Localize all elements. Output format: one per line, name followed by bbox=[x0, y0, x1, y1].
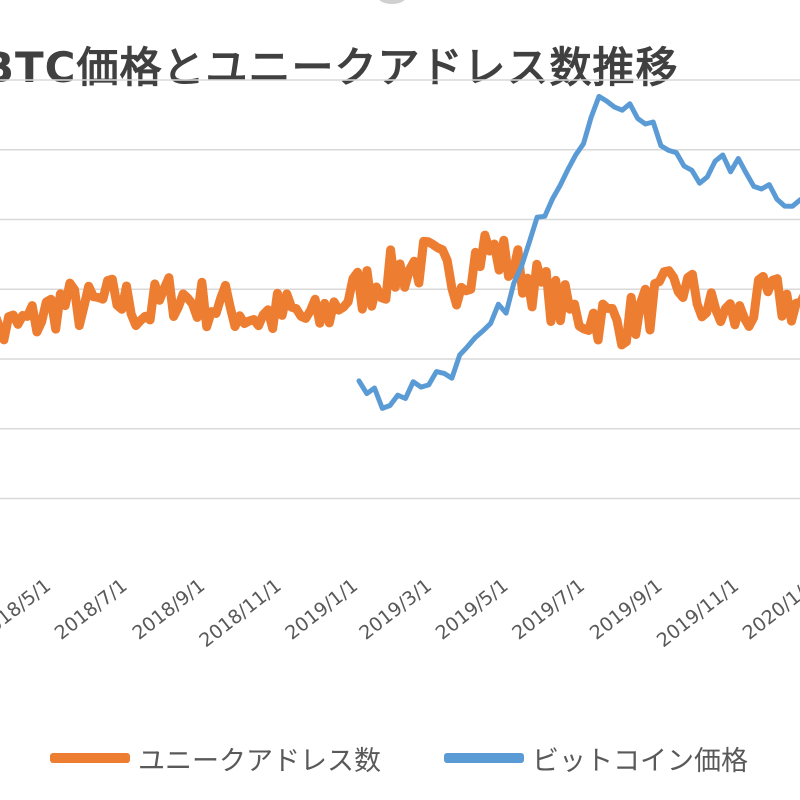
x-tick-label: 2018/5/1 bbox=[0, 575, 55, 645]
x-tick-label: 2019/7/1 bbox=[508, 575, 589, 645]
x-tick-label: 2019/11/1 bbox=[653, 575, 743, 652]
x-tick-label: 2019/5/1 bbox=[432, 575, 513, 645]
data-point bbox=[370, 283, 374, 287]
data-point bbox=[481, 338, 485, 342]
data-point bbox=[766, 297, 770, 301]
data-point bbox=[653, 301, 657, 305]
data-point bbox=[172, 292, 176, 296]
data-point bbox=[115, 297, 119, 301]
data-point bbox=[257, 315, 261, 319]
data-point bbox=[568, 311, 572, 315]
gridlines bbox=[0, 79, 800, 500]
data-point bbox=[388, 399, 392, 403]
legend: ユニークアドレス数 ビットコイン価格 bbox=[0, 736, 800, 780]
data-point bbox=[794, 301, 798, 305]
chart-title: BTC価格とユニークアドレス数推移 bbox=[0, 43, 679, 92]
x-tick-label: 2020/1/1 bbox=[739, 575, 800, 645]
legend-item-unique-addresses: ユニークアドレス数 bbox=[50, 736, 381, 780]
data-point bbox=[596, 315, 600, 319]
data-point bbox=[511, 264, 515, 268]
data-point bbox=[791, 199, 795, 203]
data-point bbox=[543, 204, 547, 208]
data-point bbox=[419, 380, 423, 384]
data-point bbox=[426, 259, 430, 263]
data-point bbox=[398, 269, 402, 273]
data-point bbox=[681, 283, 685, 287]
data-point bbox=[729, 162, 733, 166]
series-layer bbox=[0, 92, 800, 411]
series-group bbox=[356, 92, 800, 411]
data-point bbox=[357, 385, 361, 389]
data-point bbox=[313, 320, 317, 324]
data-point bbox=[341, 297, 345, 301]
legend-swatch-bitcoin-price bbox=[444, 753, 524, 763]
data-point bbox=[738, 315, 742, 319]
data-point bbox=[450, 366, 454, 370]
data-point bbox=[228, 306, 232, 310]
data-point bbox=[2, 329, 6, 333]
x-axis-ticks: 2018/5/12018/7/12018/9/12018/11/12019/1/… bbox=[0, 575, 800, 652]
x-tick-label: 2019/1/1 bbox=[281, 575, 362, 645]
data-point bbox=[30, 320, 34, 324]
data-point bbox=[285, 311, 289, 315]
data-point bbox=[483, 245, 487, 249]
data-point bbox=[200, 301, 204, 305]
data-point bbox=[624, 320, 628, 324]
top-decoration-mark bbox=[378, 0, 406, 4]
legend-label-bitcoin-price: ビットコイン価格 bbox=[532, 745, 748, 777]
data-point bbox=[698, 171, 702, 175]
data-point bbox=[709, 311, 713, 315]
data-point bbox=[540, 287, 544, 291]
x-tick-label: 2018/11/1 bbox=[195, 575, 285, 652]
data-point bbox=[605, 92, 609, 96]
legend-item-bitcoin-price: ビットコイン価格 bbox=[444, 736, 748, 780]
data-point bbox=[455, 278, 459, 282]
data-point bbox=[512, 287, 516, 291]
data-point bbox=[143, 311, 147, 315]
data-point bbox=[87, 306, 91, 310]
data-point bbox=[667, 152, 671, 156]
x-tick-label: 2018/7/1 bbox=[51, 575, 132, 645]
data-point bbox=[760, 180, 764, 184]
legend-label-unique-addresses: ユニークアドレス数 bbox=[138, 745, 381, 777]
series-line-bitcoin-price bbox=[356, 93, 800, 411]
data-point bbox=[636, 111, 640, 115]
data-point bbox=[574, 143, 578, 147]
series-line-unique-addresses bbox=[0, 230, 800, 350]
data-point bbox=[58, 301, 62, 305]
legend-swatch-unique-addresses bbox=[50, 753, 130, 763]
series-group bbox=[0, 230, 800, 350]
x-tick-label: 2019/3/1 bbox=[355, 575, 436, 645]
